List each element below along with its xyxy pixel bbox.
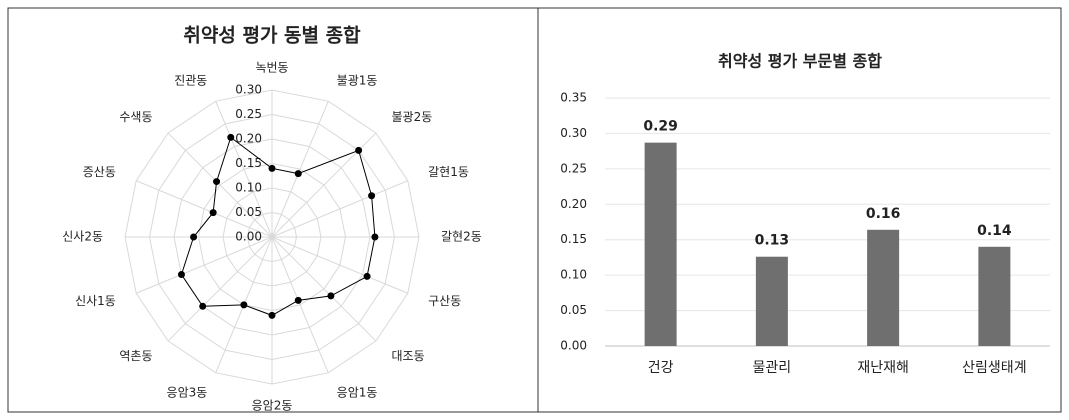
- bar: [867, 229, 900, 346]
- y-tick-label: 0.10: [560, 268, 587, 282]
- radar-point: [268, 311, 276, 319]
- r-tick-label: 0.10: [235, 181, 262, 195]
- y-tick-label: 0.20: [560, 197, 587, 211]
- radar-point: [327, 292, 335, 300]
- category-label: 수색동: [119, 110, 152, 124]
- spoke: [271, 100, 329, 238]
- spoke: [271, 180, 409, 238]
- radar-point: [371, 233, 379, 241]
- category-label: 녹번동: [255, 61, 288, 75]
- category-label: 갈현2동: [441, 230, 482, 244]
- r-tick-label: 0.15: [235, 156, 262, 170]
- spoke: [167, 236, 273, 342]
- bar: [755, 256, 788, 346]
- y-tick-label: 0.25: [560, 161, 587, 175]
- y-tick-label: 0.15: [560, 232, 587, 246]
- spoke: [135, 236, 273, 294]
- x-tick-label: 건강: [648, 360, 674, 376]
- value-label: 0.29: [643, 119, 678, 135]
- radar-point: [368, 192, 376, 200]
- radar-point: [294, 296, 302, 304]
- radar-point: [240, 301, 248, 309]
- category-label: 불광2동: [392, 110, 433, 124]
- bar: [644, 142, 677, 346]
- category-label: 응암3동: [167, 386, 208, 400]
- category-label: 신사1동: [75, 294, 116, 308]
- radar-point: [190, 233, 198, 241]
- chart-title: 취약성 평가 동별 종합: [183, 25, 361, 47]
- right-panel: [537, 7, 1062, 413]
- spoke: [167, 132, 273, 238]
- spoke: [271, 236, 377, 342]
- chart-title: 취약성 평가 부문별 종합: [718, 52, 882, 71]
- x-tick-label: 재난재해: [857, 360, 909, 376]
- spoke: [135, 180, 273, 238]
- radar-point: [199, 302, 207, 310]
- radar-point: [355, 146, 363, 154]
- spoke: [271, 236, 329, 374]
- category-label: 갈현1동: [428, 165, 469, 179]
- category-label: 응암2동: [252, 399, 293, 413]
- r-tick-label: 0.30: [235, 83, 262, 97]
- category-label: 역촌동: [119, 349, 152, 363]
- category-label: 신사2동: [62, 230, 103, 244]
- r-tick-label: 0.00: [235, 230, 262, 244]
- y-tick-label: 0.30: [560, 126, 587, 140]
- y-tick-label: 0.35: [560, 91, 587, 105]
- radar-point: [363, 272, 371, 280]
- category-label: 응암1동: [337, 386, 378, 400]
- radar-point: [294, 170, 302, 178]
- value-label: 0.16: [866, 206, 901, 222]
- spoke: [271, 236, 409, 294]
- radar-point: [209, 209, 217, 217]
- spoke: [215, 100, 273, 238]
- x-tick-label: 산림생태계: [962, 360, 1026, 376]
- category-label: 진관동: [174, 73, 207, 87]
- r-tick-label: 0.25: [235, 107, 262, 121]
- category-label: 대조동: [392, 349, 425, 363]
- radar-line: [180, 136, 376, 316]
- x-tick-label: 물관리: [753, 360, 792, 376]
- r-tick-label: 0.05: [235, 205, 262, 219]
- y-tick-label: 0.00: [560, 339, 587, 353]
- bar: [978, 246, 1011, 346]
- r-tick-label: 0.20: [235, 132, 262, 146]
- radar-point: [268, 164, 276, 172]
- category-label: 불광1동: [337, 73, 378, 87]
- value-label: 0.13: [755, 233, 790, 249]
- radar-point: [213, 178, 221, 186]
- category-label: 구산동: [428, 294, 461, 308]
- radar-point: [227, 133, 235, 141]
- y-tick-label: 0.05: [560, 303, 587, 317]
- radar-point: [177, 271, 185, 279]
- category-label: 증산동: [83, 165, 116, 179]
- value-label: 0.14: [977, 223, 1012, 239]
